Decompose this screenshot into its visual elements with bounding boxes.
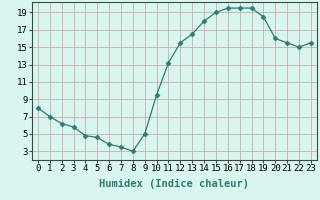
X-axis label: Humidex (Indice chaleur): Humidex (Indice chaleur) bbox=[100, 179, 249, 189]
